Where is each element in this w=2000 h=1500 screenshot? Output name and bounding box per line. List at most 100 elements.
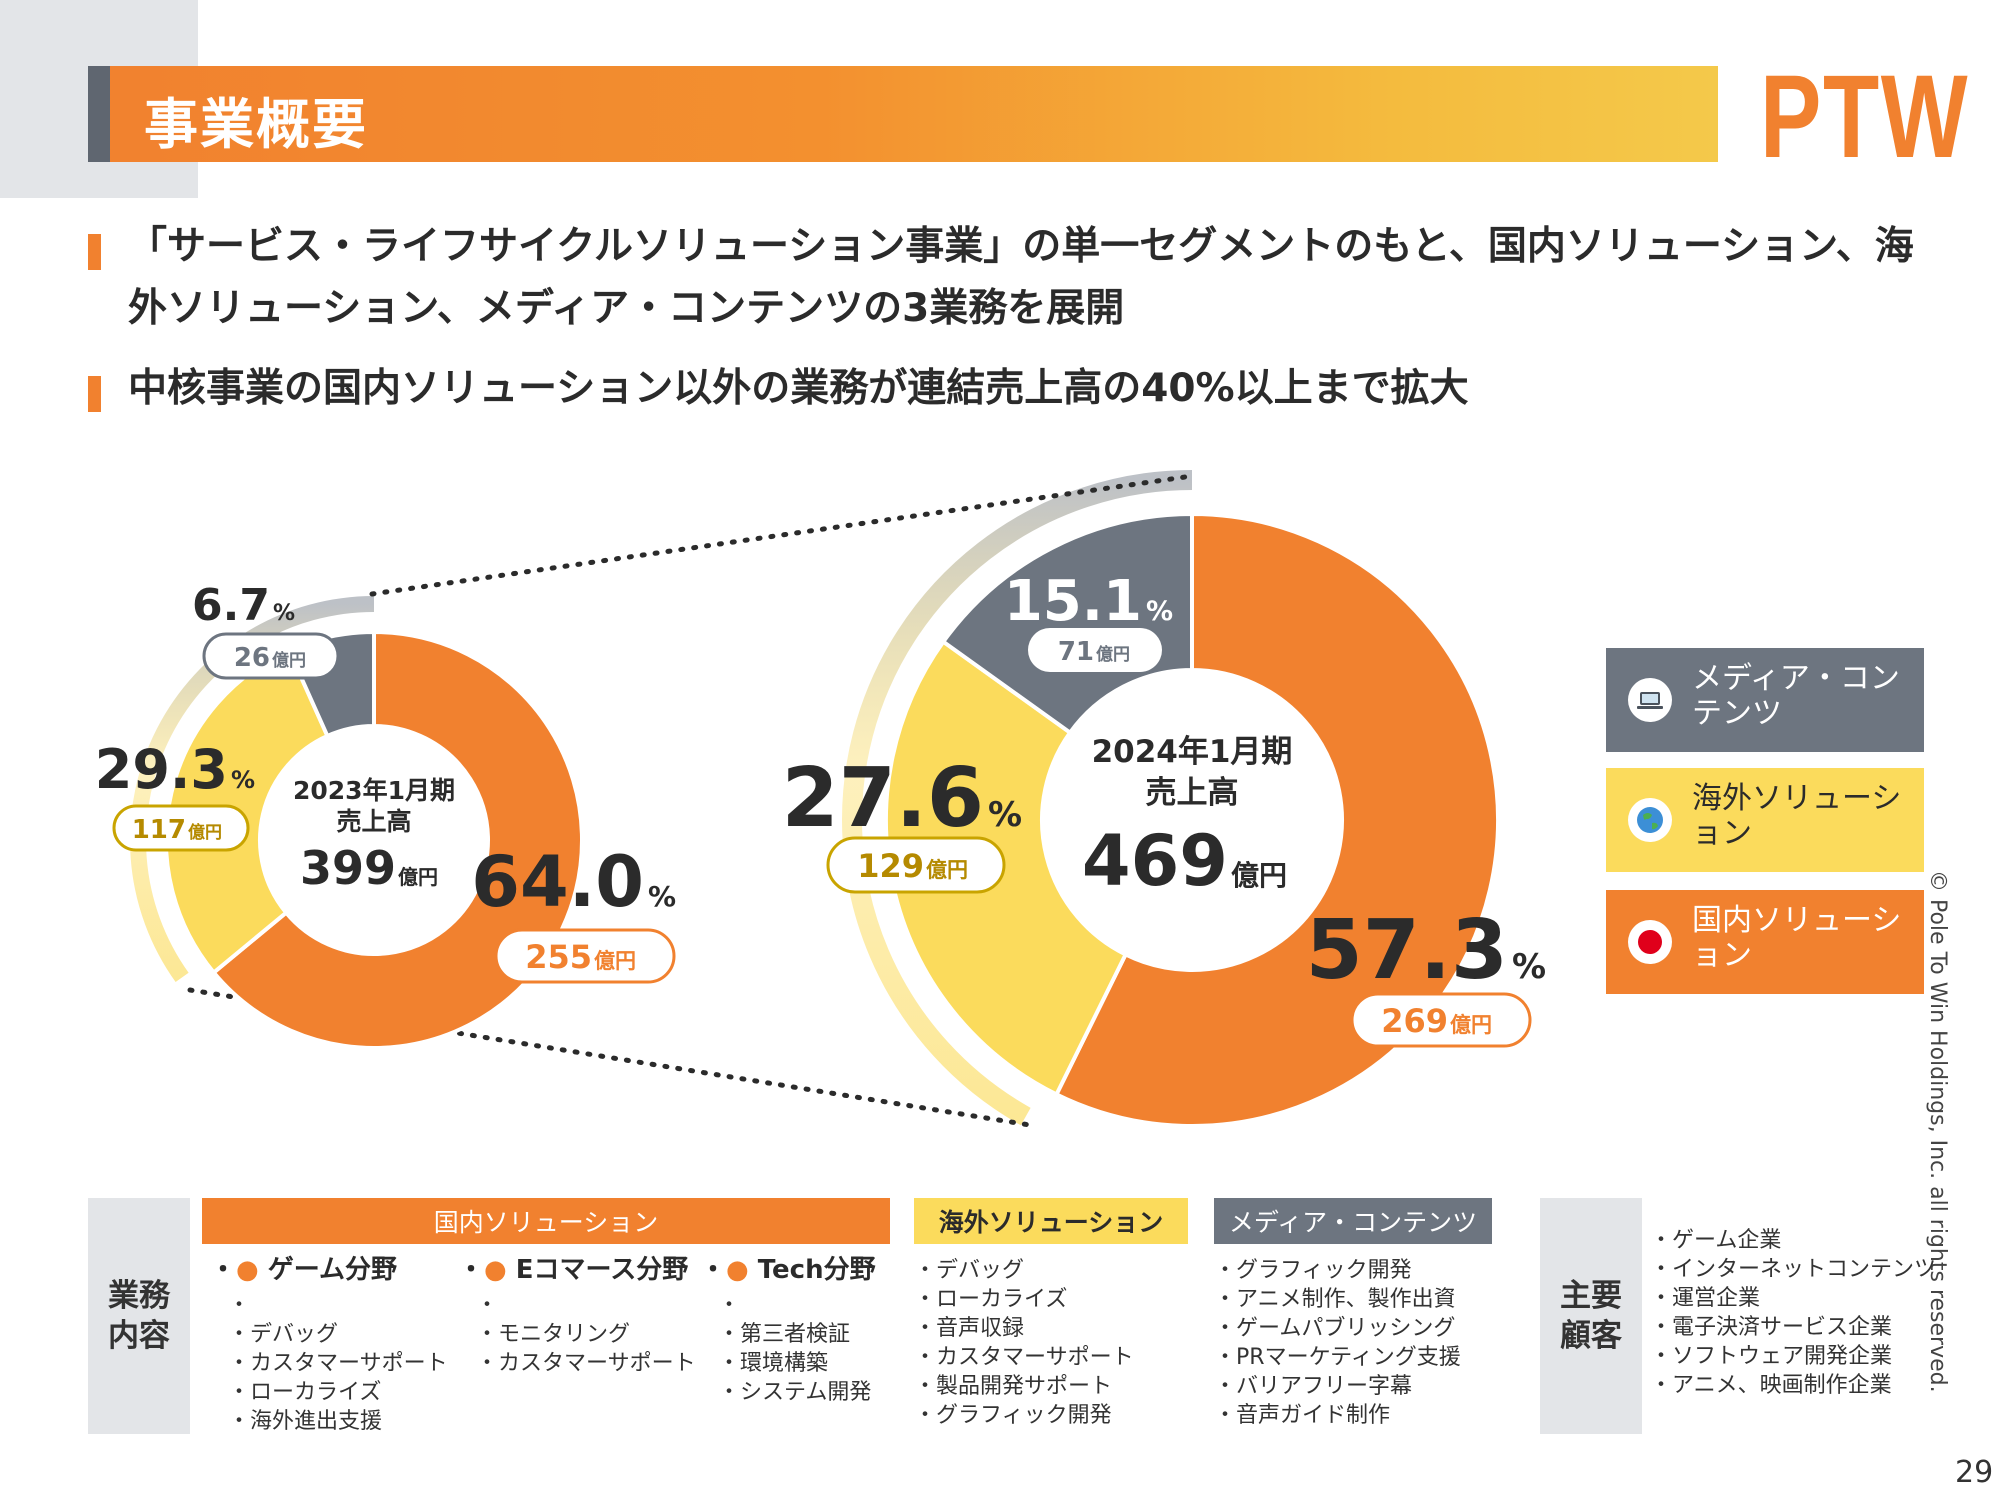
chart-2024-label-overseas: 27.6 % 129 億円 bbox=[782, 751, 1022, 894]
domestic-header: 国内ソリューション bbox=[202, 1198, 890, 1244]
game-field-title: ゲーム分野 bbox=[267, 1255, 397, 1285]
globe-icon bbox=[1628, 798, 1672, 842]
chart-2024-period: 2024年1月期 bbox=[1092, 734, 1293, 770]
ptw-logo: PTW bbox=[1760, 51, 1970, 183]
list-item: バリアフリー字幕 bbox=[1214, 1372, 1461, 1401]
bullet-point-1: 「サービス・ライフサイクルソリューション事業」の単一セグメントのもと、国内ソリュ… bbox=[88, 216, 1928, 341]
page-title: 事業概要 bbox=[144, 93, 368, 156]
pct-unit: % bbox=[273, 601, 295, 626]
chart-2023-amount-pill-overseas bbox=[112, 804, 250, 852]
chart-2024-amount-media: 71 bbox=[1058, 637, 1094, 667]
legend-label: メディア・コンテンツ bbox=[1692, 661, 1900, 731]
amount-unit: 億円 bbox=[1096, 644, 1130, 665]
domestic-game-field: ● ゲーム分野 デバッグ カスタマーサポート ローカライズ 海外進出支援 bbox=[210, 1256, 448, 1436]
chart-2024-total: 469 bbox=[1082, 820, 1228, 902]
amount-unit: 億円 bbox=[926, 858, 968, 882]
chart-2023-amount-overseas: 117 bbox=[132, 815, 186, 845]
chart-2023-center-label: 売上高 bbox=[336, 807, 411, 836]
bullet-marker bbox=[88, 376, 101, 412]
chart-2024-pct-domestic: 57.3 bbox=[1306, 903, 1508, 998]
chart-2023-amount-domestic: 255 bbox=[525, 938, 592, 976]
list-item: 第三者検証 bbox=[718, 1320, 876, 1349]
legend-label: 国内ソリューション bbox=[1692, 903, 1902, 973]
list-item: 海外進出支援 bbox=[228, 1407, 448, 1436]
list-item: ローカライズ bbox=[914, 1285, 1134, 1314]
list-item: ゲーム企業 bbox=[1650, 1226, 1936, 1255]
list-item: ローカライズ bbox=[228, 1378, 448, 1407]
chart-2023-slice-domestic bbox=[210, 629, 584, 1050]
chart-2024 bbox=[884, 511, 1500, 1128]
amount-unit: 億円 bbox=[188, 822, 222, 843]
legend-label: 海外ソリューション bbox=[1692, 781, 1902, 851]
chart-2023-total-unit: 億円 bbox=[398, 865, 438, 889]
amount-unit: 億円 bbox=[594, 949, 636, 973]
chart-2023-pct-domestic: 64.0 bbox=[471, 841, 644, 923]
list-item: デバッグ bbox=[914, 1256, 1134, 1285]
chart-2023-total: 399 bbox=[300, 841, 396, 895]
bullet-marker bbox=[88, 234, 101, 270]
japan-flag-icon bbox=[1628, 920, 1672, 964]
amount-unit: 億円 bbox=[272, 650, 306, 671]
main-customers-label: 主要顧客 bbox=[1540, 1198, 1642, 1434]
chart-2024-label-domestic: 57.3 % 269 億円 bbox=[1306, 903, 1546, 1048]
media-header: メディア・コンテンツ bbox=[1214, 1198, 1492, 1244]
business-content-label: 業務内容 bbox=[88, 1198, 190, 1434]
list-item: 環境構築 bbox=[718, 1349, 876, 1378]
pct-unit: % bbox=[231, 766, 255, 794]
chart-2024-amount-overseas: 129 bbox=[857, 847, 924, 885]
list-item: グラフィック開発 bbox=[1214, 1256, 1461, 1285]
bullet-text-2: 中核事業の国内ソリューション以外の業務が連結売上高の40%以上まで拡大 bbox=[128, 366, 1469, 411]
chart-2024-amount-domestic: 269 bbox=[1381, 1002, 1448, 1040]
list-item: 音声収録 bbox=[914, 1314, 1134, 1343]
chart-2023-outer-arc bbox=[130, 596, 375, 983]
chart-2023-label-overseas: 29.3 % 117 億円 bbox=[95, 738, 255, 852]
chart-2023-pct-media: 6.7 bbox=[192, 580, 270, 631]
bullet-point-2: 中核事業の国内ソリューション以外の業務が連結売上高の40%以上まで拡大 bbox=[88, 358, 1928, 420]
list-item: デバッグ bbox=[228, 1320, 448, 1349]
overseas-list: デバッグ ローカライズ 音声収録 カスタマーサポート 製品開発サポート グラフィ… bbox=[914, 1256, 1134, 1430]
chart-2023-label-media: 6.7 % 26 億円 bbox=[192, 580, 340, 680]
chart-2023-pct-overseas: 29.3 bbox=[95, 738, 228, 801]
list-item: 音声ガイド制作 bbox=[1214, 1401, 1461, 1430]
list-item: PRマーケティング支援 bbox=[1214, 1343, 1461, 1372]
media-list: グラフィック開発 アニメ制作、製作出資 ゲームパブリッシング PRマーケティング… bbox=[1214, 1256, 1461, 1430]
chart-2024-pct-media: 15.1 bbox=[1004, 569, 1142, 634]
list-item: カスタマーサポート bbox=[914, 1343, 1134, 1372]
laptop-icon bbox=[1628, 678, 1672, 722]
chart-2024-total-unit: 億円 bbox=[1231, 859, 1287, 892]
page-number: 29 bbox=[1955, 1455, 1994, 1490]
overseas-header: 海外ソリューション bbox=[914, 1198, 1188, 1244]
tech-field-title: Tech分野 bbox=[757, 1255, 876, 1285]
chart-2024-center-label: 売上高 bbox=[1146, 775, 1239, 811]
list-item: 運営企業 bbox=[1650, 1284, 1936, 1313]
list-item: インターネットコンテンツ bbox=[1650, 1255, 1936, 1284]
title-accent bbox=[88, 66, 110, 162]
chart-2023-period: 2023年1月期 bbox=[293, 776, 455, 805]
list-item: モニタリング bbox=[476, 1320, 696, 1349]
pct-unit: % bbox=[1146, 596, 1173, 627]
legend-domestic-solution: 国内ソリューション bbox=[1606, 890, 1924, 994]
chart-2024-amount-pill-domestic bbox=[1350, 992, 1532, 1048]
title-banner: 事業概要 bbox=[88, 66, 1718, 162]
connector-top-line bbox=[369, 473, 1195, 597]
chart-2024-amount-pill-overseas bbox=[826, 836, 1006, 894]
list-item: グラフィック開発 bbox=[914, 1401, 1134, 1430]
list-item: 製品開発サポート bbox=[914, 1372, 1134, 1401]
pct-unit: % bbox=[648, 880, 676, 913]
chart-2023-label-domestic: 64.0 % 255 億円 bbox=[471, 841, 676, 984]
legend-overseas-solution: 海外ソリューション bbox=[1606, 768, 1924, 872]
chart-2024-slice-overseas bbox=[884, 638, 1129, 1098]
chart-2024-slice-media bbox=[940, 511, 1194, 736]
chart-2024-pct-overseas: 27.6 bbox=[782, 751, 984, 846]
chart-2023-amount-pill-domestic bbox=[494, 928, 676, 984]
domestic-tech-field: ● Tech分野 第三者検証 環境構築 システム開発 bbox=[700, 1256, 876, 1407]
ecommerce-field-title: Eコマース分野 bbox=[515, 1255, 689, 1285]
chart-2024-amount-pill-media bbox=[1028, 628, 1162, 672]
list-item: 電子決済サービス企業 bbox=[1650, 1313, 1936, 1342]
pct-unit: % bbox=[1512, 947, 1546, 987]
list-item: ソフトウェア開発企業 bbox=[1650, 1342, 1936, 1371]
list-item: カスタマーサポート bbox=[476, 1349, 696, 1378]
chart-2023-amount-media: 26 bbox=[234, 643, 270, 673]
list-item: ゲームパブリッシング bbox=[1214, 1314, 1461, 1343]
